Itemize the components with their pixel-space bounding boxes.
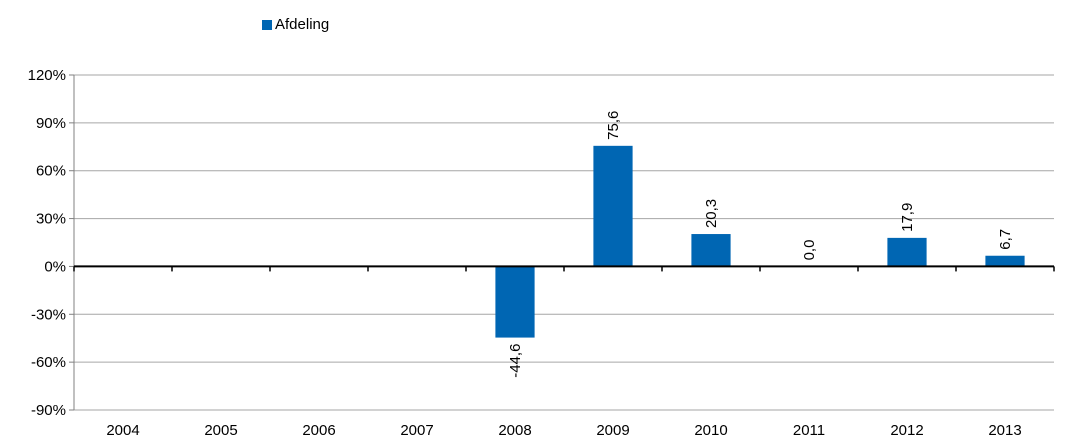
bar xyxy=(495,266,535,338)
data-label: -44,6 xyxy=(507,344,524,378)
legend-label: Afdeling xyxy=(275,16,330,33)
x-tick-label: 2004 xyxy=(106,422,139,439)
data-label: 0,0 xyxy=(801,240,818,261)
x-tick-label: 2006 xyxy=(302,422,335,439)
y-tick-label: -90% xyxy=(31,402,66,419)
legend-swatch xyxy=(262,19,272,30)
chart-legend: Afdeling xyxy=(262,16,329,33)
bar xyxy=(887,237,927,267)
data-label: 17,9 xyxy=(899,203,916,232)
x-tick-label: 2012 xyxy=(890,422,923,439)
bar xyxy=(985,255,1025,267)
x-tick-label: 2010 xyxy=(694,422,727,439)
x-tick-label: 2007 xyxy=(400,422,433,439)
y-tick-label: 0% xyxy=(44,258,66,275)
x-tick-label: 2011 xyxy=(793,422,825,439)
y-tick-label: -30% xyxy=(31,306,66,323)
data-label: 75,6 xyxy=(605,111,622,140)
data-label: 20,3 xyxy=(703,199,720,228)
x-tick-label: 2008 xyxy=(498,422,531,439)
data-label: 6,7 xyxy=(997,229,1014,250)
y-tick-label: 30% xyxy=(36,211,66,228)
y-tick-label: 120% xyxy=(28,67,66,84)
bar xyxy=(593,145,633,267)
x-tick-label: 2005 xyxy=(204,422,237,439)
y-tick-label: 90% xyxy=(36,115,66,132)
x-tick-label: 2009 xyxy=(596,422,629,439)
bar xyxy=(691,234,731,267)
x-tick-label: 2013 xyxy=(988,422,1021,439)
y-tick-label: -60% xyxy=(31,354,66,371)
y-tick-label: 60% xyxy=(36,163,66,180)
